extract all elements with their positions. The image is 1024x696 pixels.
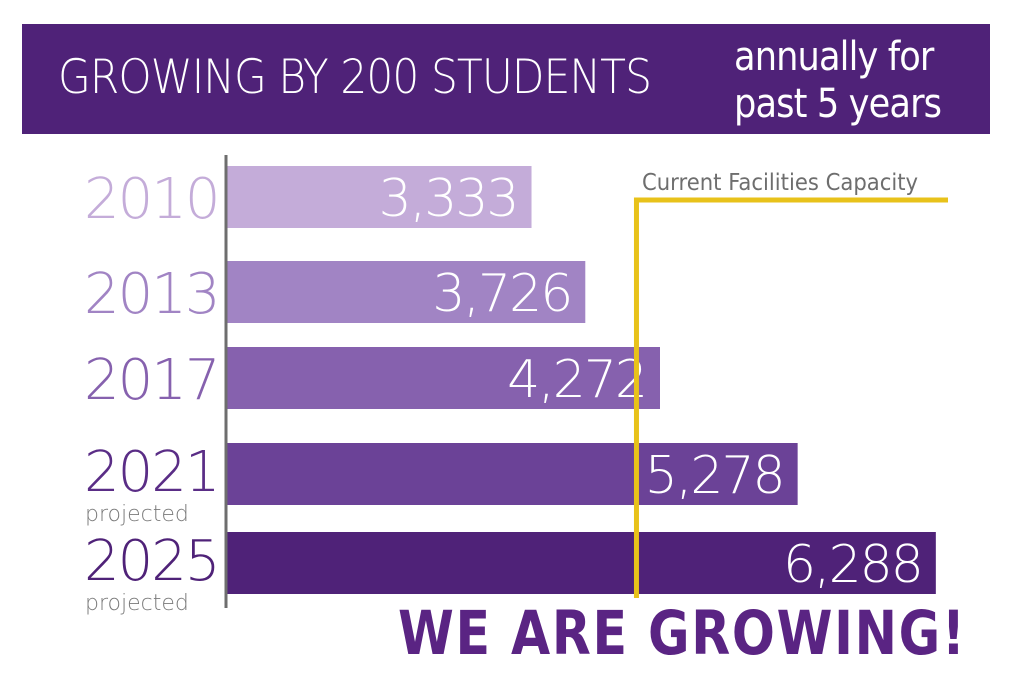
value-label-2021: 5,278 bbox=[645, 446, 784, 506]
capacity-reference-line bbox=[633, 197, 948, 598]
value-label-2013: 3,726 bbox=[432, 264, 571, 324]
title-banner: GROWING BY 200 STUDENTS annually for pas… bbox=[22, 24, 990, 134]
bar-2010 bbox=[226, 166, 532, 228]
capacity-label: Current Facilities Capacity bbox=[642, 170, 919, 196]
value-label-2017: 4,272 bbox=[507, 350, 646, 410]
category-note-2025: projected bbox=[85, 591, 189, 616]
bar-2013 bbox=[226, 261, 586, 323]
banner-subtitle: annually for past 5 years bbox=[734, 34, 942, 127]
value-label-2010: 3,333 bbox=[379, 169, 518, 229]
bar-2025 bbox=[226, 532, 936, 594]
bar-2017 bbox=[226, 347, 661, 409]
category-label-2017: 2017 bbox=[84, 348, 219, 413]
category-label-2025: 2025 bbox=[84, 529, 219, 594]
category-label-2010: 2010 bbox=[84, 167, 219, 232]
category-label-2013: 2013 bbox=[84, 262, 219, 327]
banner-title: GROWING BY 200 STUDENTS bbox=[58, 50, 652, 105]
tagline: WE ARE GROWING! bbox=[398, 598, 967, 669]
bar-2021 bbox=[226, 443, 798, 505]
category-label-2021: 2021 bbox=[84, 440, 219, 505]
value-label-2025: 6,288 bbox=[783, 535, 922, 595]
category-note-2021: projected bbox=[85, 502, 189, 527]
